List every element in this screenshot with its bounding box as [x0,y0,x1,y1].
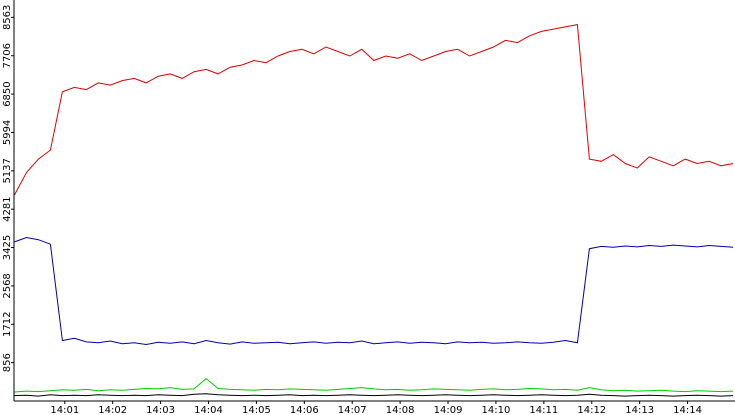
x-tick-label: 14:04 [194,405,223,415]
y-tick-label: 1712 [2,312,13,337]
x-tick-label: 14:03 [146,405,175,415]
y-tick-label: 8563 [2,5,13,30]
x-tick-label: 14:13 [625,405,654,415]
y-tick-label: 856 [2,353,13,372]
y-tick-label: 6850 [2,81,13,106]
x-tick-label: 14:08 [386,405,415,415]
y-tick-label: 4281 [2,196,13,221]
x-tick-label: 14:14 [673,405,702,415]
y-tick-label: 3425 [2,235,13,260]
x-tick-label: 14:01 [50,405,79,415]
y-tick-label: 5994 [2,120,13,145]
x-tick-label: 14:09 [434,405,463,415]
y-tick-label: 5137 [2,158,13,183]
series-line [14,236,734,346]
x-tick-label: 14:02 [98,405,127,415]
series-line [14,24,734,196]
x-tick-label: 14:11 [529,405,558,415]
x-tick-label: 14:12 [577,405,606,415]
x-tick-label: 14:07 [338,405,367,415]
y-tick-label: 2568 [2,273,13,298]
series-line [14,393,734,397]
series-line [14,377,734,393]
y-tick-label: 7706 [2,43,13,68]
x-tick-label: 14:10 [482,405,511,415]
x-tick-label: 14:05 [242,405,271,415]
x-tick-label: 14:06 [290,405,319,415]
